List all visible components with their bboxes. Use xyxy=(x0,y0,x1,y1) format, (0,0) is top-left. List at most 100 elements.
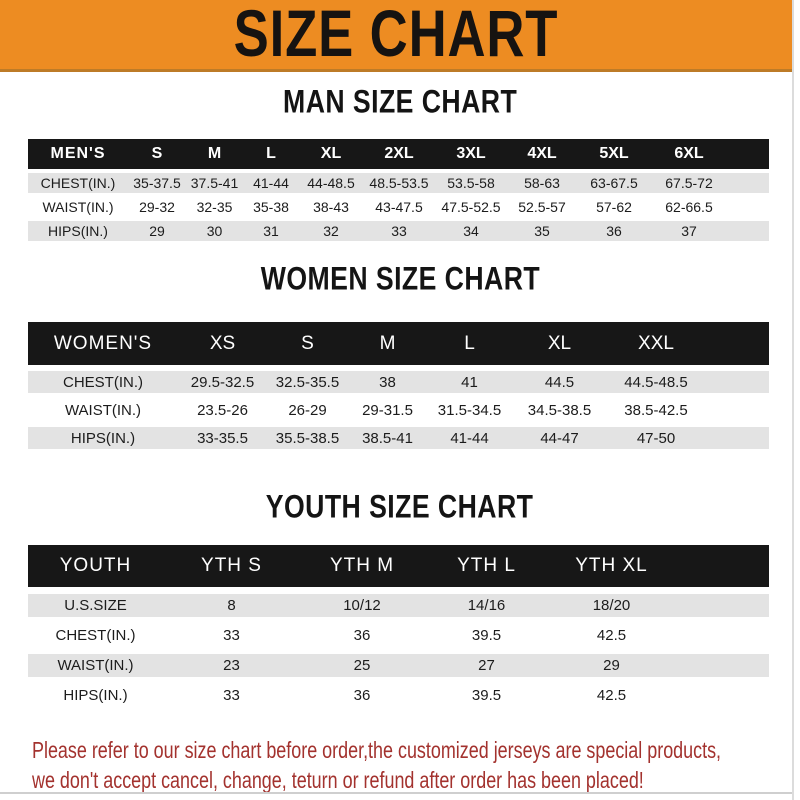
row-label: WAIST(IN.) xyxy=(57,657,134,674)
man-section-title: MAN SIZE CHART xyxy=(0,83,800,120)
women-section-title-text: WOMEN SIZE CHART xyxy=(260,259,540,298)
youth-chest-row: CHEST(IN.) 33 36 39.5 42.5 xyxy=(28,624,769,647)
disclaimer-note: Please refer to our size chart before or… xyxy=(32,735,800,795)
spacer-cell xyxy=(674,624,769,647)
youth-size-header: YTH XL xyxy=(575,555,648,576)
women-size-header: L xyxy=(464,332,475,354)
size-cell: 29 xyxy=(603,657,620,674)
size-cell: 35.5-38.5 xyxy=(275,429,340,447)
men-size-table: MEN'S S M L XL 2XL 3XL 4XL 5XL 6XL CHEST… xyxy=(28,135,769,245)
men-size-header: 6XL xyxy=(674,145,704,162)
row-label: HIPS(IN.) xyxy=(63,687,128,704)
size-cell: 32.5-35.5 xyxy=(275,373,340,391)
row-label: HIPS(IN.) xyxy=(70,429,136,447)
row-label: CHEST(IN.) xyxy=(55,627,136,644)
youth-size-header: YTH M xyxy=(329,555,395,576)
size-cell: 57-62 xyxy=(596,199,632,215)
size-cell: 44.5-48.5 xyxy=(624,373,688,391)
size-cell: 31.5-34.5 xyxy=(437,401,502,419)
size-cell: 41-44 xyxy=(450,429,489,447)
size-cell: 27 xyxy=(478,657,495,674)
size-cell: 38 xyxy=(379,373,396,391)
bottom-edge-line xyxy=(0,792,792,794)
size-cell: 34 xyxy=(463,223,479,239)
women-section-title: WOMEN SIZE CHART xyxy=(0,259,800,298)
spacer-cell xyxy=(705,371,769,393)
disclaimer-line-2: we don't accept cancel, change, teturn o… xyxy=(32,767,644,793)
size-cell: 67.5-72 xyxy=(665,175,713,191)
size-cell: 18/20 xyxy=(592,597,631,614)
size-cell: 32 xyxy=(323,223,339,239)
size-cell: 29.5-32.5 xyxy=(190,373,255,391)
women-size-header: XXL xyxy=(638,332,674,354)
size-cell: 32-35 xyxy=(196,199,233,215)
women-size-header: S xyxy=(301,332,314,354)
size-cell: 47.5-52.5 xyxy=(441,199,501,215)
size-cell: 44-47 xyxy=(540,429,579,447)
men-size-header: 5XL xyxy=(599,145,629,162)
size-cell: 38.5-42.5 xyxy=(624,401,688,419)
size-cell: 41-44 xyxy=(253,175,289,191)
spacer-cell xyxy=(727,197,769,217)
size-cell: 33 xyxy=(391,223,407,239)
spacer-cell xyxy=(674,654,769,677)
size-cell: 35-37.5 xyxy=(133,175,181,191)
size-cell: 35-38 xyxy=(253,199,289,215)
size-cell: 35 xyxy=(534,223,550,239)
spacer-cell xyxy=(705,427,769,449)
row-label: CHEST(IN.) xyxy=(40,175,116,191)
youth-size-header: YTH S xyxy=(201,555,262,576)
size-cell: 23 xyxy=(223,657,240,674)
size-cell: 31 xyxy=(263,223,279,239)
size-cell: 23.5-26 xyxy=(197,401,248,419)
spacer-cell xyxy=(727,221,769,241)
spacer-cell xyxy=(674,545,769,587)
size-cell: 10/12 xyxy=(343,597,381,614)
size-cell: 44.5 xyxy=(544,373,575,391)
women-size-table: WOMEN'S XS S M L XL XXL CHEST(IN.) 29.5-… xyxy=(28,316,769,455)
size-cell: 39.5 xyxy=(471,687,502,704)
youth-hips-row: HIPS(IN.) 33 36 39.5 42.5 xyxy=(28,684,769,707)
men-size-header: 2XL xyxy=(384,145,414,162)
men-size-header: 3XL xyxy=(456,145,486,162)
size-cell: 36 xyxy=(606,223,622,239)
men-size-header: L xyxy=(266,145,276,162)
youth-size-table: YOUTH YTH S YTH M YTH L YTH XL U.S.SIZE … xyxy=(28,538,769,714)
size-cell: 29-32 xyxy=(139,199,175,215)
size-cell: 26-29 xyxy=(288,401,327,419)
size-cell: 37 xyxy=(681,223,697,239)
women-size-header: XS xyxy=(209,332,236,354)
size-cell: 30 xyxy=(206,223,223,239)
men-header-row: MEN'S S M L XL 2XL 3XL 4XL 5XL 6XL xyxy=(28,139,769,169)
spacer-cell xyxy=(705,322,769,365)
men-chest-row: CHEST(IN.) 35-37.5 37.5-41 41-44 44-48.5… xyxy=(28,173,769,193)
size-cell: 39.5 xyxy=(471,627,502,644)
women-chest-row: CHEST(IN.) 29.5-32.5 32.5-35.5 38 41 44.… xyxy=(28,371,769,393)
size-cell: 38-43 xyxy=(313,199,349,215)
size-cell: 44-48.5 xyxy=(307,175,355,191)
size-cell: 34.5-38.5 xyxy=(527,401,592,419)
women-header-row: WOMEN'S XS S M L XL XXL xyxy=(28,322,769,365)
size-cell: 43-47.5 xyxy=(375,199,423,215)
row-label: U.S.SIZE xyxy=(64,597,127,614)
women-hips-row: HIPS(IN.) 33-35.5 35.5-38.5 38.5-41 41-4… xyxy=(28,427,769,449)
size-cell: 37.5-41 xyxy=(190,175,239,191)
men-waist-row: WAIST(IN.) 29-32 32-35 35-38 38-43 43-47… xyxy=(28,197,769,217)
men-group-label: MEN'S xyxy=(50,145,106,162)
women-group-label: WOMEN'S xyxy=(53,332,153,354)
youth-waist-row: WAIST(IN.) 23 25 27 29 xyxy=(28,654,769,677)
spacer-cell xyxy=(674,594,769,617)
size-cell: 63-67.5 xyxy=(590,175,638,191)
size-cell: 41 xyxy=(461,373,478,391)
right-edge-line xyxy=(792,0,794,800)
size-cell: 62-66.5 xyxy=(665,199,713,215)
size-cell: 29 xyxy=(149,223,165,239)
size-cell: 29-31.5 xyxy=(362,401,413,419)
row-label: HIPS(IN.) xyxy=(48,223,108,239)
youth-group-label: YOUTH xyxy=(59,555,132,576)
spacer-cell xyxy=(674,684,769,707)
size-cell: 8 xyxy=(227,597,236,614)
size-cell: 36 xyxy=(353,627,371,644)
banner: SIZE CHART xyxy=(0,0,792,72)
women-size-header: XL xyxy=(547,332,572,354)
